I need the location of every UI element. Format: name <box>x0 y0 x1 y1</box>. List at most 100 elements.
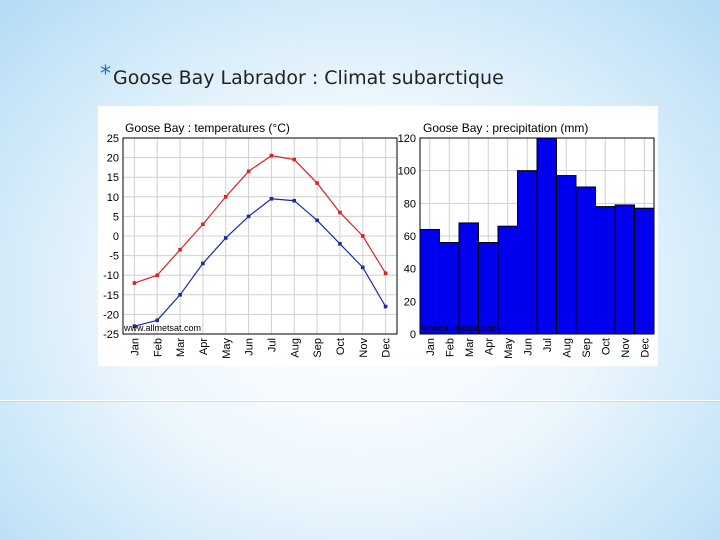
precipitation-y-tick-label: 0 <box>410 329 416 341</box>
precipitation-bar <box>439 242 460 335</box>
temperature-point <box>201 222 205 227</box>
precipitation-chart-title: Goose Bay : precipitation (mm) <box>423 121 588 135</box>
temperature-x-tick-label: Jun <box>244 338 256 356</box>
temperature-y-tick-label: 25 <box>107 133 119 145</box>
precipitation-y-tick-label: 80 <box>404 198 416 210</box>
precipitation-y-ticks: 120 100 80 60 40 20 0 <box>398 133 416 341</box>
temperature-x-tick-label: Sep <box>312 338 324 358</box>
precipitation-bar <box>517 170 538 335</box>
precipitation-bars <box>419 137 655 335</box>
precipitation-y-tick-label: 100 <box>398 166 416 178</box>
temperature-x-ticks: Jan Feb Mar Apr May Jun Jul Aug Sep Oct Nov Dec <box>129 338 392 359</box>
charts-svg: 25 20 15 10 5 0 -5 -10 -15 -20 -25 Jan Feb Mar Apr May… <box>103 121 655 359</box>
precipitation-x-tick-label: Mar <box>464 338 476 357</box>
precipitation-plot-area-border <box>419 137 655 335</box>
temperature-chart: 25 20 15 10 5 0 -5 -10 -15 -20 -25 Jan Feb Mar Apr May… <box>103 121 398 359</box>
precipitation-y-tick-label: 20 <box>404 296 416 308</box>
chart-panel: 25 20 15 10 5 0 -5 -10 -15 -20 -25 Jan Feb Mar Apr May… <box>98 106 658 366</box>
precipitation-bar <box>595 206 616 335</box>
title-bullet: * <box>100 62 111 87</box>
precipitation-bar <box>478 242 499 335</box>
precipitation-bar <box>556 175 577 335</box>
temperature-x-tick-label: Jan <box>129 338 141 356</box>
slide-title: * Goose Bay Labrador : Climat subarctique <box>100 62 504 89</box>
temperature-y-tick-label: 15 <box>107 172 119 184</box>
precipitation-bar <box>419 228 440 335</box>
temperature-point <box>269 153 274 158</box>
temperature-x-tick-label: Nov <box>358 338 370 358</box>
temperature-y-tick-label: 10 <box>107 192 119 204</box>
precipitation-y-tick-label: 60 <box>404 231 416 243</box>
temperature-point <box>383 271 388 276</box>
temperature-point <box>178 293 182 297</box>
temperature-x-tick-label: Jul <box>266 338 278 352</box>
precipitation-x-tick-label: Dec <box>639 338 651 358</box>
precipitation-x-tick-label: Jun <box>522 338 534 356</box>
temperature-point <box>315 218 319 223</box>
temperature-x-tick-label: Oct <box>335 338 347 355</box>
temperature-point <box>178 247 182 252</box>
temperature-y-ticks: 25 20 15 10 5 0 -5 -10 -15 -20 -25 <box>103 133 119 341</box>
temperature-point <box>223 236 228 240</box>
temperature-x-tick-label: Apr <box>198 338 210 355</box>
temperature-series <box>132 153 388 328</box>
temperature-y-tick-label: 20 <box>107 153 119 165</box>
temperature-point <box>223 195 228 199</box>
precipitation-x-tick-label: Jul <box>542 338 554 352</box>
temperature-series-line-1 <box>134 198 387 327</box>
temperature-series-line-0 <box>134 155 387 284</box>
precipitation-x-tick-label: Oct <box>600 338 612 355</box>
temperature-point <box>246 214 251 219</box>
temperature-chart-title: Goose Bay : temperatures (°C) <box>125 121 290 135</box>
precipitation-x-tick-label: Nov <box>620 338 632 358</box>
precipitation-bar <box>497 225 518 335</box>
temperature-point <box>155 273 160 277</box>
temperature-y-tick-label: -15 <box>103 290 119 302</box>
temperature-point <box>315 181 319 185</box>
temperature-y-tick-label: -20 <box>103 309 119 321</box>
temperature-point <box>269 196 274 201</box>
precipitation-x-tick-label: Apr <box>483 338 495 355</box>
precipitation-x-tick-label: May <box>503 338 515 359</box>
precipitation-bar <box>614 204 635 335</box>
precipitation-bar <box>634 207 655 335</box>
temperature-point <box>132 324 137 328</box>
temperature-point <box>338 210 342 215</box>
precipitation-y-tick-label: 120 <box>398 133 416 145</box>
precipitation-watermark: www.allmetsat.com <box>421 323 499 333</box>
slide-divider <box>0 400 720 401</box>
temperature-y-tick-label: -10 <box>103 270 119 282</box>
precipitation-bar <box>536 137 557 335</box>
precipitation-x-tick-label: Sep <box>581 338 593 358</box>
precipitation-bar <box>458 222 479 335</box>
temperature-point <box>155 318 160 323</box>
precipitation-x-tick-label: Aug <box>561 338 573 358</box>
temperature-point <box>338 242 342 246</box>
temperature-x-tick-label: Feb <box>152 338 164 357</box>
temperature-point <box>132 281 137 285</box>
temperature-watermark: www.allmetsat.com <box>123 323 201 333</box>
precipitation-x-tick-label: Jan <box>425 338 437 356</box>
temperature-y-tick-label: 0 <box>113 231 119 243</box>
slide-title-text: Goose Bay Labrador : Climat subarctique <box>113 67 504 89</box>
temperature-point <box>383 304 388 309</box>
temperature-x-tick-label: Dec <box>381 338 393 358</box>
temperature-y-tick-label: -25 <box>103 329 119 341</box>
precipitation-x-tick-label: Feb <box>444 338 456 357</box>
temperature-point <box>246 169 251 174</box>
temperature-y-tick-label: 5 <box>113 211 119 223</box>
temperature-point <box>360 265 365 270</box>
temperature-plot-area-border <box>122 137 398 335</box>
temperature-point <box>201 261 205 266</box>
temperature-point <box>360 234 365 238</box>
precipitation-chart: 120 100 80 60 40 20 0 Jan Feb Mar Apr May Jun Jul Aug… <box>398 121 655 359</box>
temperature-y-tick-label: -5 <box>109 251 119 263</box>
temperature-point <box>292 157 297 162</box>
temperature-x-tick-label: May <box>221 338 233 359</box>
temperature-x-tick-label: Mar <box>175 338 187 357</box>
precipitation-bar <box>575 186 596 335</box>
precipitation-y-tick-label: 40 <box>404 264 416 276</box>
temperature-x-tick-label: Aug <box>289 338 301 358</box>
temperature-point <box>292 198 297 203</box>
precipitation-x-ticks: Jan Feb Mar Apr May Jun Jul Aug Sep Oct Nov Dec <box>425 338 652 359</box>
